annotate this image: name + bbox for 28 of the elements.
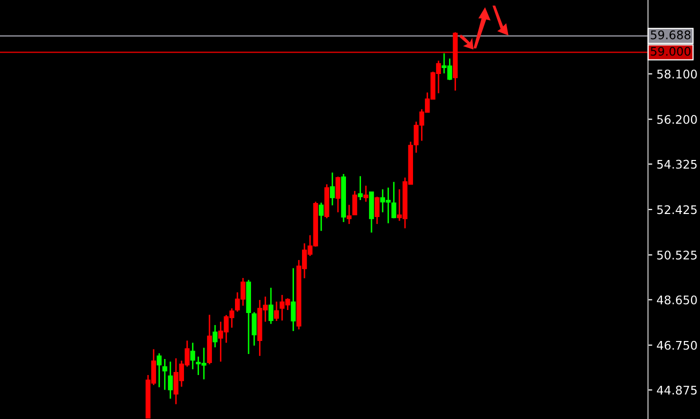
candlestick — [162, 358, 168, 391]
y-tick-label: 44.875 — [656, 386, 697, 395]
y-tick-label: 52.425 — [657, 205, 697, 214]
y-tick-label: 54.325 — [657, 160, 697, 169]
candlestick — [290, 267, 296, 332]
candlestick — [156, 352, 162, 388]
candlestick — [268, 287, 274, 325]
candlestick — [374, 196, 380, 225]
ref-line-label: 59.688 — [650, 30, 690, 40]
candlestick — [252, 311, 257, 346]
candlestick — [190, 342, 196, 370]
y-tick-label: 56.200 — [657, 114, 697, 124]
candlestick — [318, 202, 324, 232]
candlestick — [212, 324, 218, 348]
candlestick — [336, 176, 340, 213]
candlestick — [391, 181, 396, 219]
y-tick-label: 48.650 — [656, 295, 697, 304]
candlestick — [352, 190, 358, 216]
candlestick — [168, 360, 173, 400]
ref-line-label: 59.000 — [650, 46, 690, 56]
candlestick — [358, 175, 363, 201]
y-tick-label: 58.100 — [657, 70, 697, 79]
candlestick — [330, 172, 335, 206]
y-tick-label: 50.525 — [657, 250, 697, 260]
candlestick — [274, 300, 279, 322]
candlestick — [346, 204, 352, 225]
y-tick-label: 46.750 — [656, 340, 697, 350]
candlestick — [363, 185, 368, 202]
